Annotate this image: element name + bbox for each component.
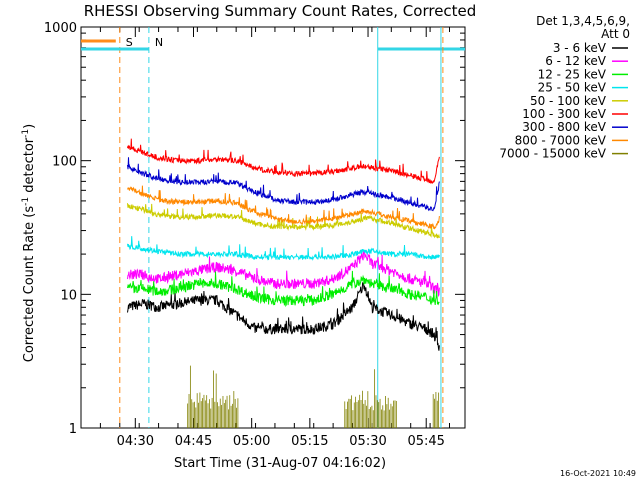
x-tick-label: 04:45 [175,434,212,449]
y-tick-label: 1000 [44,21,77,36]
legend-entry-label: 12 - 25 keV [538,67,607,81]
y-axis-label-sup-2: -1 [21,129,31,138]
marker-label: N [155,36,163,49]
legend-entry-label: 25 - 50 keV [538,81,607,95]
y-axis-label-start: Corrected Count Rate (s [22,206,37,363]
x-axis-label: Start Time (31-Aug-07 04:16:02) [174,456,386,471]
legend-entry-label: 6 - 12 keV [545,54,607,68]
y-axis-label-sup: -1 [21,197,31,206]
x-tick-label: 05:30 [349,434,386,449]
series-line [127,236,440,261]
plot-frame [80,26,466,429]
series-line [127,249,440,298]
legend-entry-label: 100 - 300 keV [522,107,606,121]
footer-timestamp: 16-Oct-2021 10:49 [560,469,636,478]
x-tick-label: 05:00 [233,434,270,449]
legend-entry-label: 50 - 100 keV [530,94,607,108]
series-line [127,270,440,308]
y-tick-label: 1 [69,422,77,437]
marker-label: S [126,36,133,49]
legend-title-line-1: Det 1,3,4,5,6,9, [536,14,630,28]
series-line [127,138,440,184]
y-tick-label: 100 [52,155,77,170]
y-axis-label-end: ) [22,124,37,129]
legend-entry-label: 300 - 800 keV [522,120,606,134]
y-axis-label: Corrected Count Rate (s-1 detector-1) [21,124,37,362]
x-tick-label: 04:30 [117,434,154,449]
x-tick-label: 05:45 [407,434,444,449]
legend-entry-label: 800 - 7000 keV [515,133,607,147]
y-tick-label: 10 [60,288,77,303]
series-line [127,282,440,351]
legend-title-line-2: Att 0 [601,27,630,41]
legend-entry-label: 3 - 6 keV [553,41,607,55]
chart-title: RHESSI Observing Summary Count Rates, Co… [84,2,477,20]
y-axis-label-mid: detector [22,137,37,197]
series-line [127,203,440,239]
legend-entry-label: 7000 - 15000 keV [499,147,606,161]
series-line [127,157,440,212]
x-tick-label: 05:15 [291,434,328,449]
series-line [127,185,440,230]
axis-ticks: 1 10 100 1000 04:30 04:45 05:00 05:15 05:30 05:45 [44,21,465,449]
